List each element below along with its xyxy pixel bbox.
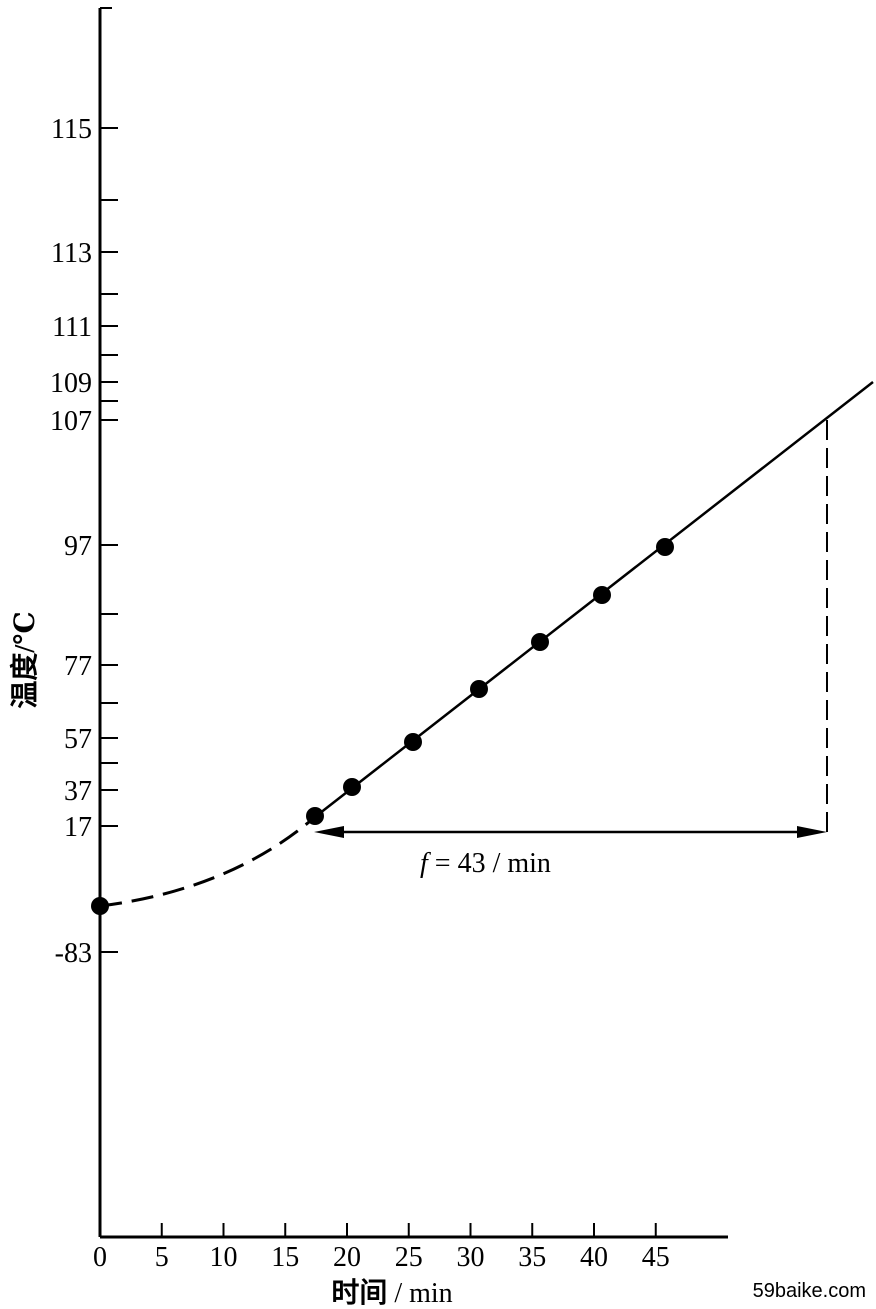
data-point xyxy=(531,633,549,651)
data-point xyxy=(91,897,109,915)
rate-value: = 43 / min xyxy=(428,848,551,879)
data-points xyxy=(91,538,674,915)
x-tick-label: 25 xyxy=(395,1242,423,1273)
x-tick-label: 35 xyxy=(518,1242,546,1273)
data-point xyxy=(470,680,488,698)
warmup-curve xyxy=(99,815,316,908)
y-tick-label: 77 xyxy=(64,651,92,682)
y-tick-label: -83 xyxy=(55,938,92,969)
y-tick-label: 57 xyxy=(64,724,92,755)
x-tick-label: 0 xyxy=(93,1242,107,1273)
y-tick-label: 37 xyxy=(64,776,92,807)
y-tick-label: 97 xyxy=(64,531,92,562)
curves xyxy=(99,381,874,908)
x-axis-ticks: 0 5 10 15 20 25 30 35 40 45 xyxy=(93,1223,670,1273)
x-tick-label: 30 xyxy=(457,1242,485,1273)
y-tick-label: 17 xyxy=(64,812,92,843)
y-axis-ticks: 115 113 111 109 107 97 77 57 37 17 -83 xyxy=(50,114,118,969)
x-axis-title: 时间 / min xyxy=(331,1277,452,1309)
rate-annotation: f = 43 / min xyxy=(420,848,551,879)
y-tick-label: 111 xyxy=(52,312,92,343)
data-point xyxy=(306,807,324,825)
y-tick-label: 113 xyxy=(51,238,92,269)
x-tick-label: 40 xyxy=(580,1242,608,1273)
rate-arrow-right-head xyxy=(797,826,827,838)
data-point xyxy=(656,538,674,556)
data-point xyxy=(343,778,361,796)
rate-arrow-left-head xyxy=(314,826,344,838)
rate-symbol: f xyxy=(420,848,431,879)
annotation-group: f = 43 / min xyxy=(420,848,551,879)
x-tick-label: 15 xyxy=(271,1242,299,1273)
fit-line xyxy=(314,381,874,818)
x-axis-title-cn: 时间 xyxy=(331,1277,387,1309)
y-axis-title: 温度/℃ xyxy=(9,611,41,708)
watermark: 59baike.com xyxy=(752,1280,866,1302)
x-tick-label: 5 xyxy=(155,1242,169,1273)
x-axis-title-unit: / min xyxy=(387,1278,452,1309)
y-tick-label: 107 xyxy=(50,406,92,437)
data-point xyxy=(404,733,422,751)
y-tick-label: 115 xyxy=(51,114,92,145)
data-point xyxy=(593,586,611,604)
x-tick-label: 45 xyxy=(642,1242,670,1273)
y-tick-label: 109 xyxy=(50,368,92,399)
axes xyxy=(98,7,728,1239)
x-tick-label: 20 xyxy=(333,1242,361,1273)
x-tick-label: 10 xyxy=(210,1242,238,1273)
